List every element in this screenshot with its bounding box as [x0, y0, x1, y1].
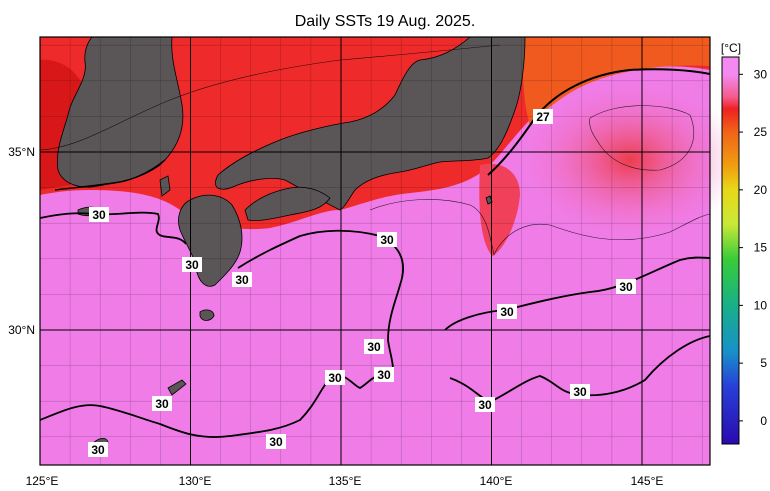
lon-label: 140°E	[480, 474, 513, 488]
contour-label: 30	[325, 370, 345, 385]
svg-text:30: 30	[377, 368, 391, 382]
svg-text:30: 30	[92, 208, 106, 222]
contour-label: 30	[616, 279, 636, 294]
svg-text:30: 30	[235, 273, 249, 287]
svg-text:30: 30	[380, 233, 394, 247]
svg-text:30: 30	[478, 398, 492, 412]
map-frame	[39, 36, 711, 466]
lon-label: 135°E	[329, 474, 362, 488]
contour-label: 30	[266, 434, 286, 449]
contour-label: 30	[364, 339, 384, 354]
amami	[167, 379, 187, 396]
colorbar-ticks: 30 25 20 15 10 5 0	[739, 67, 767, 428]
colorbar-tick-label: 30	[754, 67, 768, 81]
longitude-labels: 125°E 130°E 135°E 140°E 145°E	[26, 474, 664, 488]
svg-text:27: 27	[536, 110, 550, 124]
contour-label: 30	[497, 304, 517, 319]
colorbar-unit: [°C]	[721, 41, 741, 55]
colorbar-tick-label: 15	[754, 241, 768, 255]
latitude-labels: 35°N 30°N	[8, 145, 35, 337]
tsushima	[159, 175, 171, 197]
contour-27	[487, 68, 711, 176]
contour-label: 30	[152, 396, 172, 411]
svg-text:30: 30	[185, 258, 199, 272]
colorbar-tick-label: 20	[754, 183, 768, 197]
contour-label: 30	[377, 232, 397, 247]
svg-text:30: 30	[573, 385, 587, 399]
svg-text:30: 30	[619, 280, 633, 294]
honshu	[215, 36, 526, 211]
lon-label: 145°E	[631, 474, 664, 488]
contour-label: 30	[570, 384, 590, 399]
colorbar: [°C] 30 25 20 15 10 5 0	[721, 41, 767, 445]
shikoku	[244, 186, 331, 221]
lat-label: 30°N	[8, 323, 35, 337]
colorbar-tick-label: 25	[754, 125, 768, 139]
sea-orange-ne	[520, 37, 710, 125]
kyushu	[178, 194, 243, 287]
map-title: Daily SSTs 19 Aug. 2025.	[294, 13, 476, 30]
svg-text:30: 30	[155, 397, 169, 411]
contour-label: 30	[232, 272, 252, 287]
svg-text:30: 30	[269, 435, 283, 449]
contour-27-west	[54, 159, 166, 191]
contour-label: 27	[533, 109, 553, 124]
contour-label: 30	[374, 367, 394, 382]
lon-label: 130°E	[179, 474, 212, 488]
colorbar-tick-label: 5	[760, 356, 767, 370]
lat-label: 35°N	[8, 145, 35, 159]
contour-labels: 30 30 30 30 30 30 30 30	[88, 109, 636, 457]
sea-red-tongue	[479, 163, 520, 256]
colorbar-tick-label: 0	[760, 414, 767, 428]
contour-label: 30	[89, 207, 109, 222]
contour-label: 30	[475, 397, 495, 412]
contour-label: 30	[182, 257, 202, 272]
colorbar-tick-label: 10	[754, 298, 768, 312]
svg-text:30: 30	[500, 305, 514, 319]
svg-text:30: 30	[367, 340, 381, 354]
lon-label: 125°E	[26, 474, 59, 488]
svg-text:30: 30	[91, 443, 105, 457]
svg-text:30: 30	[328, 371, 342, 385]
contour-label: 30	[88, 442, 108, 457]
warm-eddy	[520, 80, 740, 240]
yakushima	[199, 309, 215, 321]
thin-isotherms	[39, 44, 711, 257]
colorbar-ramp	[721, 56, 740, 445]
